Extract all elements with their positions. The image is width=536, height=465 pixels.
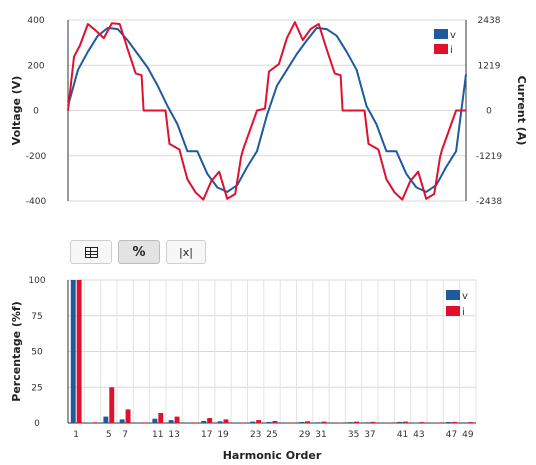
bar-v-h29 (299, 422, 305, 423)
bar-i-h19 (223, 419, 229, 423)
bar-v-h25 (266, 421, 272, 423)
y-tick-label: 0 (34, 419, 40, 429)
bar-v-h1 (70, 280, 76, 423)
bar-i-h29 (305, 421, 310, 423)
series-line-i (67, 21, 466, 201)
x-tick-label: 19 (217, 430, 229, 440)
y2-tick-label: 2438 (478, 16, 501, 26)
x-tick-label: 35 (348, 430, 359, 440)
x-tick-label: 47 (446, 430, 457, 440)
x-tick-label: 49 (462, 430, 474, 440)
bar-i-h11 (158, 413, 164, 423)
legend-label-i: i (462, 307, 465, 318)
waveform-chart: 400 2438 200 1219 0 0 -200 -1219 -400 -2438 Voltag… (10, 16, 528, 207)
bar-v-h7 (119, 419, 125, 423)
x-tick-label: 43 (413, 430, 424, 440)
legend-swatch-i (434, 44, 448, 54)
legend-label-i: i (450, 45, 453, 56)
x-tick-label: 17 (201, 430, 212, 440)
bar-i-h47 (452, 421, 457, 423)
table-icon (84, 246, 98, 258)
bar-v-h47 (446, 422, 451, 423)
bar-i-h25 (272, 420, 278, 423)
bar-i-h43 (419, 422, 425, 423)
bar-i-h35 (354, 421, 359, 423)
legend-swatch-v (434, 29, 448, 39)
y-tick-label: -200 (26, 152, 47, 162)
bar-v-h13 (168, 420, 174, 423)
view-toolbar: % |x| (70, 240, 206, 264)
bar-i-h7 (125, 409, 131, 423)
bar-v-h19 (217, 421, 223, 423)
legend-label-v: v (450, 30, 456, 41)
bar-i-h9 (141, 422, 147, 423)
y2-axis-title: Current (A) (515, 76, 528, 146)
x-tick-label: 29 (299, 430, 311, 440)
bar-i-h37 (370, 421, 376, 423)
bar-i-h13 (174, 416, 180, 423)
x-tick-label: 37 (364, 430, 375, 440)
x-tick-label: 7 (122, 430, 128, 440)
series-line-v (67, 26, 467, 193)
x-tick-label: 23 (250, 430, 261, 440)
y2-tick-label: 0 (486, 107, 492, 117)
bar-v-h35 (348, 422, 354, 423)
x-tick-label: 1 (73, 430, 79, 440)
bar-v-h41 (397, 421, 403, 423)
bar-i-h5 (109, 387, 115, 424)
bar-i-h41 (403, 421, 408, 423)
bar-v-h31 (315, 422, 321, 423)
x-axis-title: Harmonic Order (223, 449, 322, 462)
y-axis-title: Voltage (V) (10, 76, 23, 146)
bar-v-h37 (364, 422, 370, 423)
bar-i-h23 (256, 420, 262, 423)
y-tick-label: 200 (27, 61, 44, 71)
bar-i-h31 (321, 421, 327, 423)
absolute-view-button[interactable]: |x| (166, 240, 206, 264)
table-view-button[interactable] (70, 240, 112, 264)
y-tick-label: 100 (28, 276, 45, 286)
bar-v-h11 (152, 418, 158, 423)
y-tick-label: 25 (31, 383, 42, 393)
legend-label-v: v (462, 291, 468, 302)
bar-i-h3 (93, 422, 98, 423)
percent-view-button[interactable]: % (118, 240, 160, 264)
y2-tick-label: -1219 (476, 152, 502, 162)
y-tick-label: 400 (27, 16, 44, 26)
legend-swatch-v (446, 290, 460, 300)
bar-v-h17 (201, 420, 207, 423)
legend-swatch-i (446, 306, 460, 316)
y2-tick-label: -2438 (476, 197, 502, 207)
bar-i-h17 (207, 418, 213, 423)
y-tick-label: 0 (33, 107, 39, 117)
y-tick-label: 50 (31, 348, 43, 358)
bar-i-h1 (76, 280, 82, 423)
bar-v-h23 (250, 421, 256, 423)
y-tick-label: 75 (31, 312, 42, 322)
bar-v-h5 (103, 416, 109, 423)
x-tick-label: 11 (152, 430, 163, 440)
x-tick-label: 41 (397, 430, 408, 440)
x-tick-label: 13 (168, 430, 179, 440)
x-tick-label: 5 (106, 430, 112, 440)
x-tick-label: 31 (315, 430, 326, 440)
bar-i-h15 (190, 422, 196, 423)
bar-i-h49 (468, 422, 474, 423)
bar-v-h49 (462, 422, 468, 423)
y2-tick-label: 1219 (478, 61, 501, 71)
x-tick-label: 25 (266, 430, 277, 440)
y-axis-title: Percentage (%f) (10, 301, 23, 401)
y-tick-label: -400 (26, 197, 47, 207)
